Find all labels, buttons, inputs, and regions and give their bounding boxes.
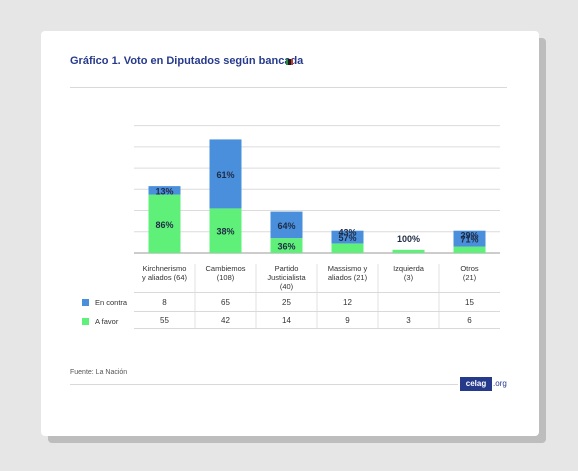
legend-en-contra: En contra bbox=[82, 298, 127, 307]
data-label-en-contra: 64% bbox=[277, 221, 295, 231]
table-cell-en-contra: 12 bbox=[343, 298, 352, 307]
table-cell-a-favor: 9 bbox=[345, 316, 350, 325]
data-label-en-contra: 13% bbox=[155, 186, 173, 196]
bar-en-contra bbox=[270, 211, 303, 239]
bar-a-favor bbox=[209, 208, 242, 253]
table-cell-a-favor: 42 bbox=[221, 316, 230, 325]
category-label: Kirchnerismo y aliados (64) bbox=[141, 264, 188, 282]
data-label-a-favor: 36% bbox=[277, 242, 295, 252]
table-cell-en-contra: 15 bbox=[465, 298, 474, 307]
data-label-en-contra: 71% bbox=[460, 235, 478, 245]
category-label: Cambiemos (108) bbox=[205, 264, 246, 282]
table-cell-a-favor: 55 bbox=[160, 316, 169, 325]
flag-stripe-black bbox=[288, 59, 291, 65]
celag-logo-suffix: .org bbox=[493, 379, 507, 388]
data-label-en-contra: 61% bbox=[216, 170, 234, 180]
data-label-en-contra: 57% bbox=[338, 233, 356, 243]
data-label-a-favor: 38% bbox=[216, 227, 234, 237]
table-line-bottom bbox=[134, 328, 500, 329]
table-cell-a-favor: 6 bbox=[467, 316, 472, 325]
category-label: Izquierda (3) bbox=[393, 264, 424, 282]
table-cell-en-contra: 65 bbox=[221, 298, 230, 307]
category-label: Otros (21) bbox=[460, 264, 479, 282]
flag-stripe-red bbox=[290, 59, 293, 65]
table-line-top bbox=[134, 292, 500, 293]
legend-swatch-a-favor bbox=[82, 318, 89, 325]
legend-a-favor: A favor bbox=[82, 317, 118, 326]
bar-en-contra bbox=[331, 230, 364, 244]
bar-en-contra bbox=[453, 230, 486, 247]
table-line-mid bbox=[134, 311, 500, 312]
data-label-a-favor: 43% bbox=[338, 227, 356, 237]
table-cell-en-contra: 8 bbox=[162, 298, 167, 307]
title-divider bbox=[70, 87, 507, 88]
table-cell-a-favor: 14 bbox=[282, 316, 291, 325]
legend-swatch-en-contra bbox=[82, 299, 89, 306]
table-cell-en-contra: 25 bbox=[282, 298, 291, 307]
flag-icon bbox=[286, 59, 293, 65]
bar-a-favor bbox=[148, 194, 181, 253]
source-note: Fuente: La Nación bbox=[70, 369, 128, 376]
chart-title: Gráfico 1. Voto en Diputados según banca… bbox=[70, 55, 304, 67]
data-label-a-favor: 86% bbox=[155, 220, 173, 230]
legend-label-en-contra: En contra bbox=[95, 298, 128, 307]
data-label-a-favor: 29% bbox=[460, 231, 478, 241]
table-cell-a-favor: 3 bbox=[406, 316, 411, 325]
data-label-a-favor: 100% bbox=[397, 234, 420, 244]
bar-a-favor bbox=[392, 249, 425, 253]
category-label: Massismo y aliados (21) bbox=[327, 264, 368, 282]
celag-logo: celag bbox=[460, 377, 492, 391]
footer-divider bbox=[70, 384, 458, 385]
bar-a-favor bbox=[270, 238, 303, 253]
category-label: Partido Justicialista (40) bbox=[267, 264, 306, 291]
bar-en-contra bbox=[209, 139, 242, 209]
bar-a-favor bbox=[453, 246, 486, 253]
legend-label-a-favor: A favor bbox=[95, 317, 119, 326]
bar-en-contra bbox=[148, 186, 181, 195]
bar-a-favor bbox=[331, 243, 364, 253]
flag-stripe-green bbox=[286, 59, 289, 65]
